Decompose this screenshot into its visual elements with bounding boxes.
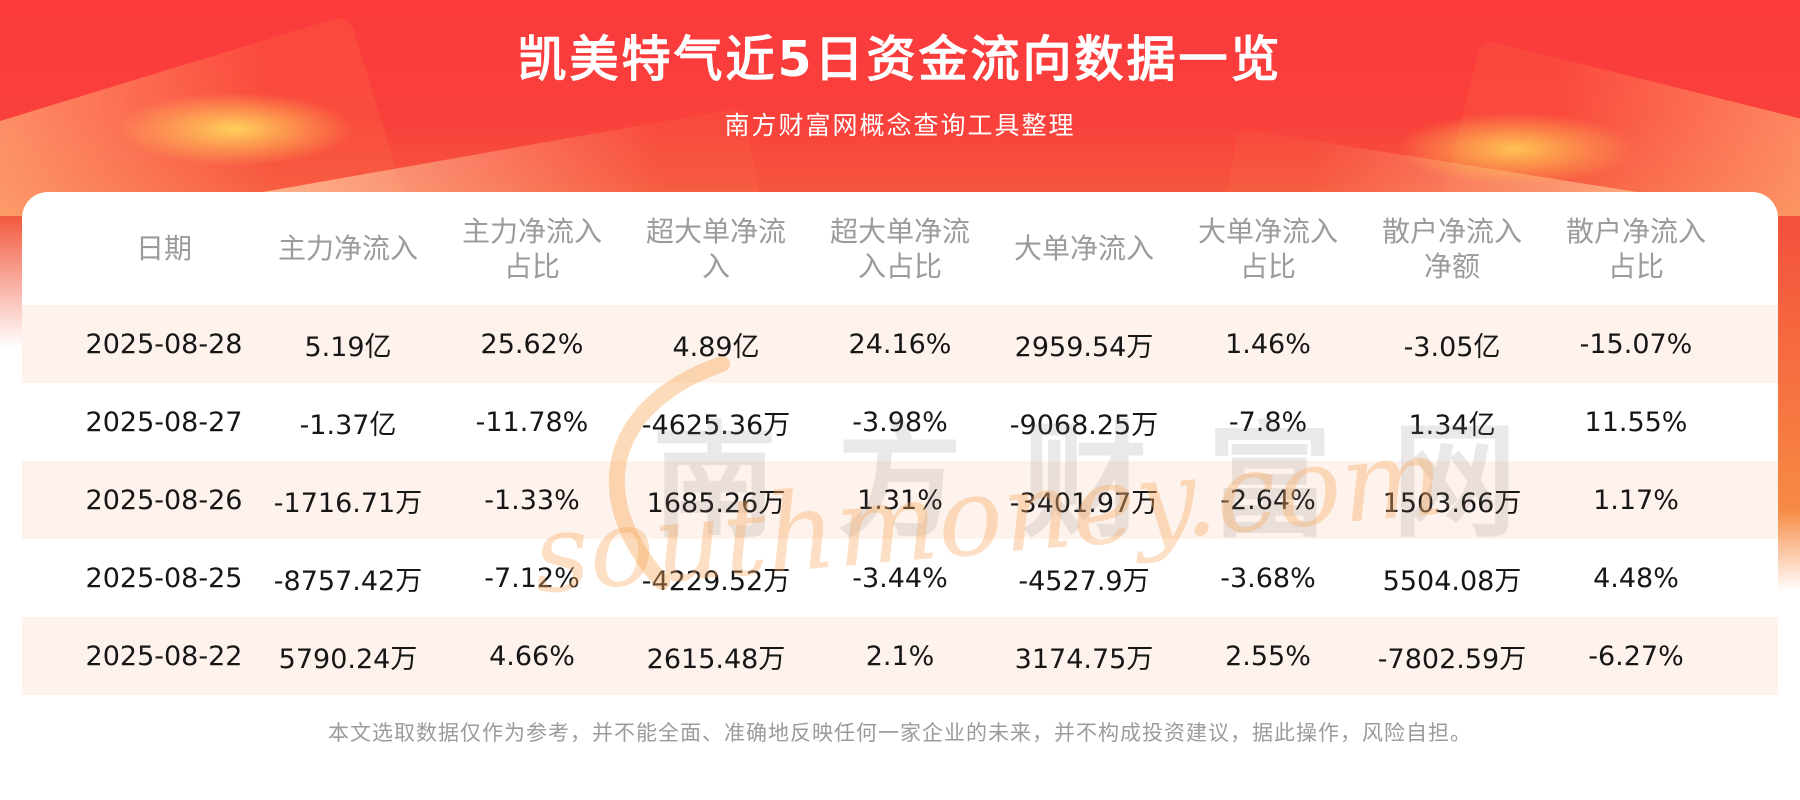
decor-red-edge-left xyxy=(0,216,22,348)
cell-value: 1503.66万 xyxy=(1382,487,1522,519)
cell-date: 2025-08-26 xyxy=(85,484,243,516)
cell-value: -2.64% xyxy=(1220,484,1316,516)
column-header-xl-order-inflow: 超大单净流 入 xyxy=(645,214,786,283)
page-title: 凯美特气近5日资金流向数据一览 xyxy=(517,31,1283,88)
cell-date: 2025-08-25 xyxy=(85,562,243,594)
cell-value: -1.33% xyxy=(484,484,580,516)
cell-value: 25.62% xyxy=(480,328,584,360)
cell-value: 3174.75万 xyxy=(1014,643,1154,675)
cell-value: -3.68% xyxy=(1220,562,1316,594)
cell-value: -3401.97万 xyxy=(1009,487,1159,519)
cell-value: 4.48% xyxy=(1593,562,1679,594)
decor-red-edge-right xyxy=(1778,216,1800,592)
cell-value: -11.78% xyxy=(475,406,589,438)
cell-value: 1685.26万 xyxy=(646,487,786,519)
column-header-retail-ratio: 散户净流入 占比 xyxy=(1565,214,1706,283)
cell-value: -8757.42万 xyxy=(273,565,423,597)
table-row: 2025-08-22 5790.24万 4.66% 2615.48万 2.1% … xyxy=(22,617,1778,695)
cell-value: -3.44% xyxy=(852,562,948,594)
cell-value: 5790.24万 xyxy=(278,643,418,675)
fund-flow-card: 日期 主力净流入 主力净流入 占比 超大单净流 入 超大单净流 入占比 大单净流… xyxy=(22,192,1778,800)
cell-value: 2.55% xyxy=(1225,640,1311,672)
page-subtitle: 南方财富网概念查询工具整理 xyxy=(724,111,1076,140)
cell-value: 1.46% xyxy=(1225,328,1311,360)
cell-value: 5.19亿 xyxy=(304,331,392,363)
table-row: 2025-08-27 -1.37亿 -11.78% -4625.36万 -3.9… xyxy=(22,383,1778,461)
cell-value: -15.07% xyxy=(1579,328,1693,360)
column-header-xl-order-ratio: 超大单净流 入占比 xyxy=(829,214,970,283)
table-row: 2025-08-28 5.19亿 25.62% 4.89亿 24.16% 295… xyxy=(22,305,1778,383)
table-header-row: 日期 主力净流入 主力净流入 占比 超大单净流 入 超大单净流 入占比 大单净流… xyxy=(22,192,1778,305)
cell-value: -6.27% xyxy=(1588,640,1684,672)
column-header-main-net-inflow: 主力净流入 xyxy=(277,232,418,265)
cell-value: -9068.25万 xyxy=(1009,409,1159,441)
cell-value: -4625.36万 xyxy=(641,409,791,441)
cell-value: -3.98% xyxy=(852,406,948,438)
cell-value: 2.1% xyxy=(865,640,935,672)
cell-value: -1716.71万 xyxy=(273,487,423,519)
column-header-date: 日期 xyxy=(135,232,192,265)
cell-value: 1.31% xyxy=(857,484,943,516)
cell-value: -7.12% xyxy=(484,562,580,594)
cell-value: 24.16% xyxy=(848,328,952,360)
column-header-large-order-inflow: 大单净流入 xyxy=(1013,232,1154,265)
cell-value: -4229.52万 xyxy=(641,565,791,597)
cell-date: 2025-08-27 xyxy=(85,406,243,438)
cell-value: -7802.59万 xyxy=(1377,643,1527,675)
column-header-main-ratio: 主力净流入 占比 xyxy=(461,214,602,283)
cell-value: 2615.48万 xyxy=(646,643,786,675)
cell-date: 2025-08-22 xyxy=(85,640,243,672)
disclaimer-text: 本文选取数据仅作为参考，并不能全面、准确地反映任何一家企业的未来，并不构成投资建… xyxy=(328,721,1472,745)
cell-value: -3.05亿 xyxy=(1403,331,1501,363)
cell-value: -1.37亿 xyxy=(299,409,397,441)
column-header-retail-inflow: 散户净流入 净额 xyxy=(1381,214,1522,283)
cell-value: 4.89亿 xyxy=(672,331,760,363)
cell-value: 4.66% xyxy=(489,640,575,672)
cell-value: 5504.08万 xyxy=(1382,565,1522,597)
table-row: 2025-08-26 -1716.71万 -1.33% 1685.26万 1.3… xyxy=(22,461,1778,539)
cell-value: -7.8% xyxy=(1228,406,1308,438)
cell-value: 1.17% xyxy=(1593,484,1679,516)
cell-value: 11.55% xyxy=(1584,406,1688,438)
cell-value: 1.34亿 xyxy=(1408,409,1496,441)
cell-date: 2025-08-28 xyxy=(85,328,243,360)
table-row: 2025-08-25 -8757.42万 -7.12% -4229.52万 -3… xyxy=(22,539,1778,617)
column-header-large-order-ratio: 大单净流入 占比 xyxy=(1197,214,1338,283)
hero-banner: 凯美特气近5日资金流向数据一览 南方财富网概念查询工具整理 xyxy=(0,0,1800,216)
cell-value: 2959.54万 xyxy=(1014,331,1154,363)
cell-value: -4527.9万 xyxy=(1018,565,1150,597)
